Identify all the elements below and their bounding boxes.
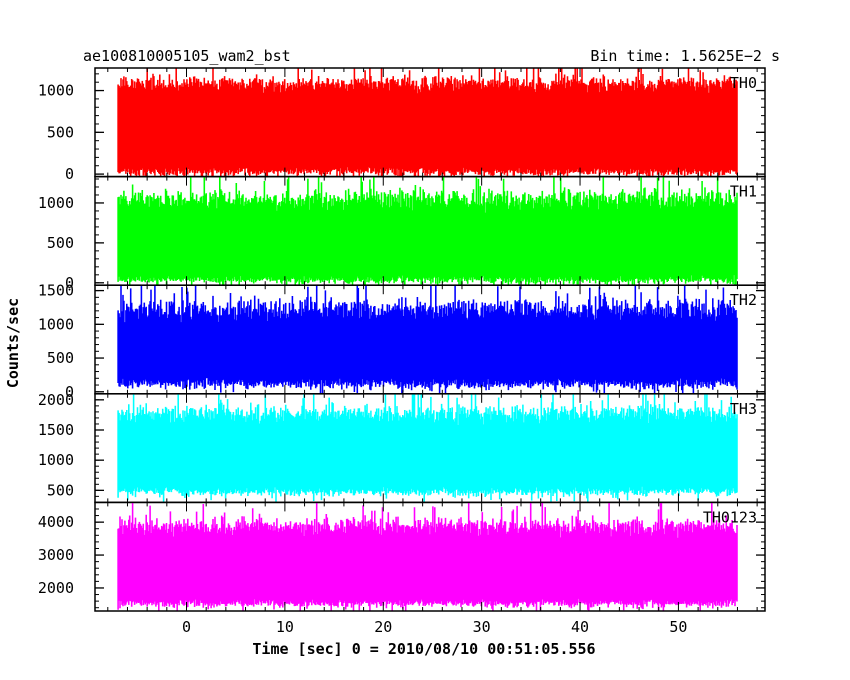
panel-frame	[94, 501, 766, 612]
y-tick-label: 4000	[38, 513, 74, 531]
y-tick-label: 500	[47, 123, 74, 141]
panel-th1: 0 500 1000 TH1	[38, 175, 766, 292]
x-axis-label: Time [sec] 0 = 2010/08/10 00:51:05.556	[252, 640, 595, 658]
series-th2-core	[117, 333, 738, 372]
y-tick-label: 1000	[38, 82, 74, 100]
panel-th0123: 2000 3000 4000 TH0123	[38, 501, 766, 612]
y-tick-label: 1500	[38, 421, 74, 439]
x-tick-label: 40	[571, 618, 589, 636]
panel-th3: 500 1000 1500 2000 TH3	[38, 391, 766, 504]
x-tick-label: 10	[276, 618, 294, 636]
panel-label: TH2	[730, 291, 757, 309]
x-tick-label: 30	[473, 618, 491, 636]
series-th0123-core	[117, 546, 738, 594]
panel-label: TH1	[730, 183, 757, 201]
y-tick-label: 500	[47, 349, 74, 367]
y-tick-label: 500	[47, 234, 74, 252]
chart-title-left: ae100810005105_wam2_bst	[83, 47, 291, 65]
y-tick-label: 0	[65, 274, 74, 292]
panel-label: TH3	[730, 400, 757, 418]
y-tick-label: 1000	[38, 194, 74, 212]
y-tick-label: 3000	[38, 546, 74, 564]
y-tick-label: 2000	[38, 391, 74, 409]
series-th3-core	[117, 435, 738, 481]
y-tick-label: 1500	[38, 282, 74, 300]
y-tick-label: 1000	[38, 451, 74, 469]
x-tick-label: 20	[374, 618, 392, 636]
panel-th2: 0 500 1000 1500 TH2	[38, 282, 766, 401]
chart-title-right: Bin time: 1.5625E−2 s	[590, 47, 780, 65]
y-tick-label: 0	[65, 383, 74, 401]
x-tick-label: 0	[182, 618, 191, 636]
panel-th0: 0 500 1000 TH0	[38, 67, 766, 183]
panels-group: 0 500 1000 TH0 0 500 1000 TH1 0 500 1000 1500 TH2 500…	[38, 67, 766, 612]
panel-label: TH0123	[703, 508, 757, 526]
panel-label: TH0	[730, 74, 757, 92]
y-tick-label: 2000	[38, 579, 74, 597]
series-th0-core	[117, 101, 738, 162]
x-tick-label: 50	[669, 618, 687, 636]
x-axis: 0 10 20 30 40 50	[182, 618, 687, 636]
y-tick-label: 0	[65, 165, 74, 183]
y-tick-label: 500	[47, 481, 74, 499]
y-tick-label: 1000	[38, 315, 74, 333]
y-axis-label: Counts/sec	[4, 298, 22, 388]
series-th1-core	[117, 223, 738, 271]
